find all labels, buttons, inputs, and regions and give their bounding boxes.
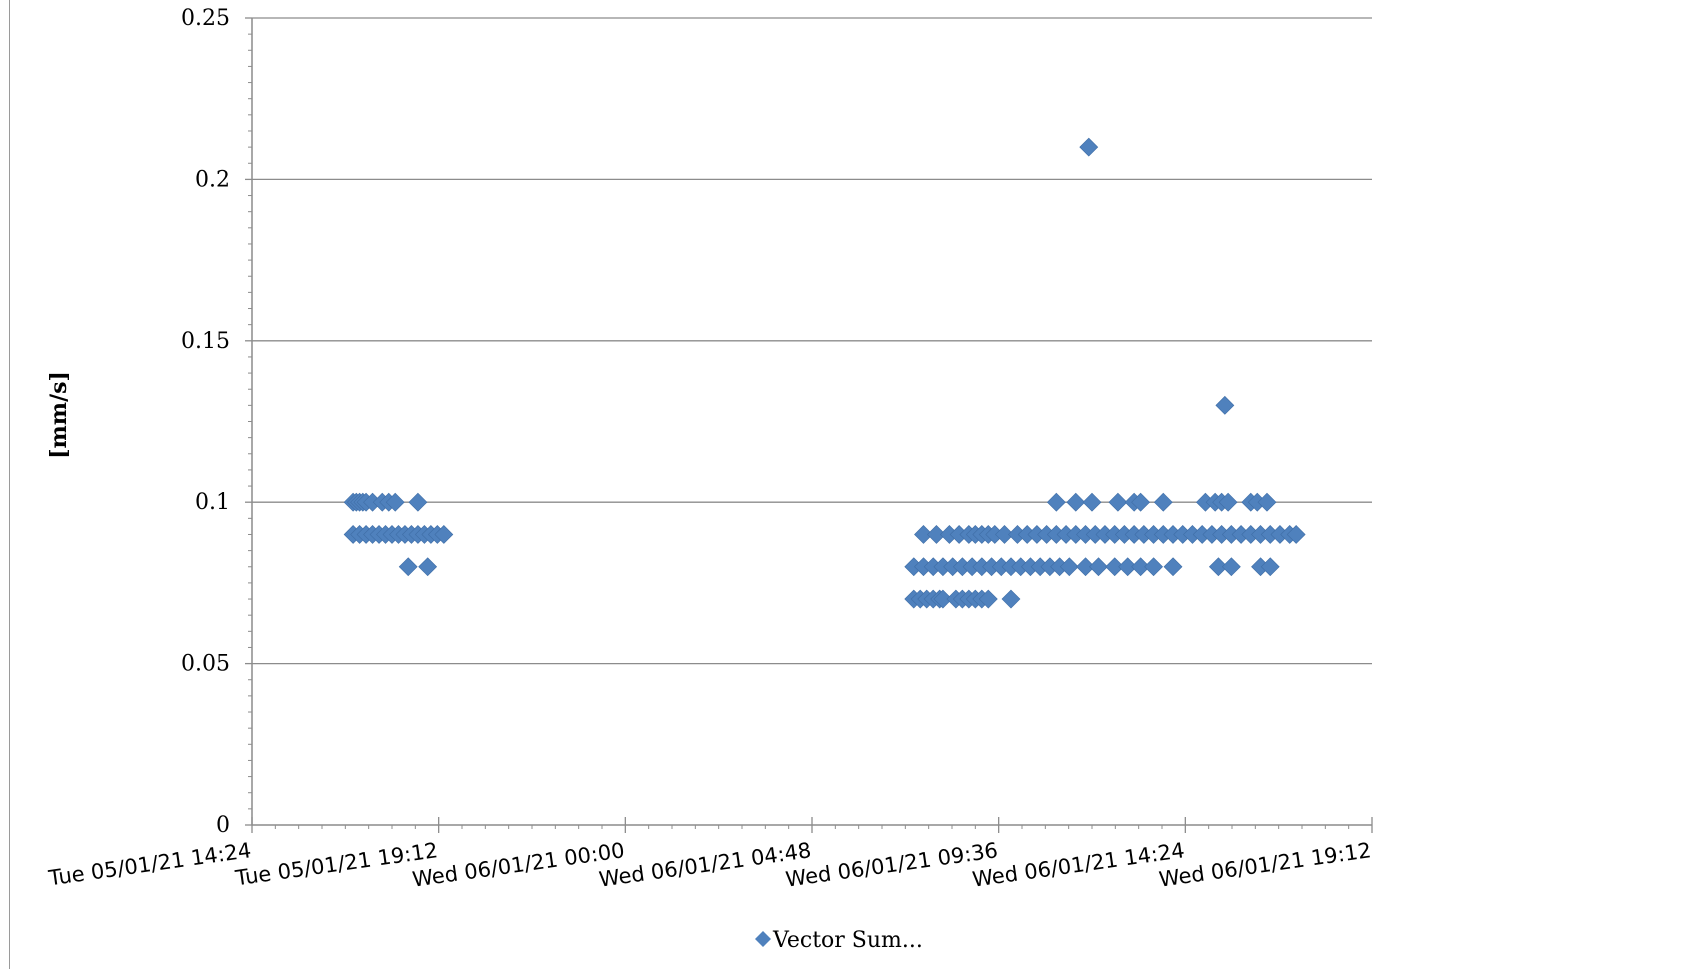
y-axis-ticks: 0 0.05 0.1 0.15 0.2 0.25 <box>181 6 252 838</box>
data-point <box>1076 557 1095 577</box>
data-point <box>1144 557 1163 577</box>
data-point <box>1059 557 1079 577</box>
y-tick-label: 0.15 <box>181 329 230 354</box>
legend: Vector Sum... <box>755 928 923 953</box>
x-tick-label: Wed 06/01/21 04:48 <box>597 838 812 892</box>
x-tick-label: Wed 06/01/21 09:36 <box>784 838 999 892</box>
y-tick-label: 0.2 <box>195 167 230 192</box>
data-point <box>1260 557 1280 577</box>
data-point <box>1079 137 1099 157</box>
data-point <box>1208 557 1228 577</box>
x-tick-label: Tue 05/01/21 14:24 <box>46 838 252 890</box>
data-point <box>1118 557 1138 577</box>
x-tick-label: Wed 06/01/21 19:12 <box>1157 838 1372 892</box>
data-point <box>1163 557 1183 577</box>
data-point <box>1105 557 1125 577</box>
data-point <box>927 525 946 544</box>
page-left-border <box>9 0 10 969</box>
data-point <box>995 525 1014 544</box>
data-point <box>398 557 418 577</box>
data-point <box>1221 557 1241 577</box>
data-point <box>1153 492 1173 512</box>
data-point <box>1286 525 1306 544</box>
gridlines <box>252 17 1372 665</box>
x-tick-label: Wed 06/01/21 14:24 <box>971 838 1186 892</box>
data-point <box>978 589 998 609</box>
data-point <box>434 525 454 544</box>
x-tick-label: Wed 06/01/21 00:00 <box>411 838 626 892</box>
data-point <box>1218 492 1238 512</box>
data-point <box>1131 557 1151 577</box>
data-point <box>1215 395 1235 415</box>
data-point <box>1131 492 1151 512</box>
data-point <box>933 589 953 609</box>
y-axis-label: [mm/s] <box>46 371 72 459</box>
legend-marker <box>755 931 771 947</box>
data-point <box>1089 557 1108 577</box>
data-point <box>1066 492 1086 512</box>
y-tick-label: 0.25 <box>181 6 230 31</box>
y-tick-label: 0 <box>216 813 230 838</box>
data-point <box>385 492 405 512</box>
data-point <box>1257 492 1277 512</box>
data-point <box>1082 492 1102 512</box>
axes <box>251 18 1372 826</box>
data-point <box>1001 589 1021 609</box>
data-point <box>1046 492 1066 512</box>
data-point <box>1108 492 1128 512</box>
data-point <box>408 492 428 512</box>
y-tick-label: 0.05 <box>181 652 230 677</box>
x-tick-label: Tue 05/01/21 19:12 <box>233 838 439 890</box>
y-tick-label: 0.1 <box>195 490 230 515</box>
data-point <box>418 557 438 577</box>
data-point <box>914 525 933 544</box>
data-points <box>343 137 1306 609</box>
legend-label: Vector Sum... <box>772 928 923 953</box>
